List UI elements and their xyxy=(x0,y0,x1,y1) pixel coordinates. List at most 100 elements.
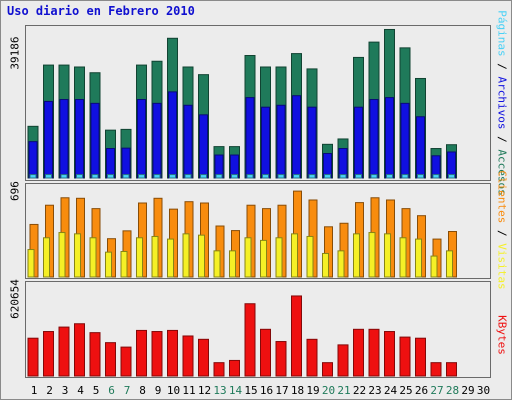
bar-pginas-day-21 xyxy=(339,174,347,179)
bar-archivos-day-10 xyxy=(168,91,177,179)
bar-kbytes-day-13 xyxy=(213,362,225,377)
bar-pginas-day-2 xyxy=(45,174,52,179)
panel-traffic xyxy=(25,25,491,181)
bar-visitas-day-3 xyxy=(58,232,66,278)
x-tick-label-day-22: 22 xyxy=(353,384,366,397)
bar-visitas-day-22 xyxy=(353,233,360,278)
bar-archivos-day-11 xyxy=(183,104,193,179)
bar-pginas-day-22 xyxy=(355,174,362,179)
bar-visitas-day-25 xyxy=(399,237,407,278)
bar-visitas-day-12 xyxy=(198,234,205,278)
bar-visitas-day-15 xyxy=(244,237,252,278)
bar-kbytes-day-24 xyxy=(384,331,395,377)
bar-pginas-day-4 xyxy=(76,174,83,179)
panel-visits xyxy=(25,183,491,279)
x-tick-label-day-20: 20 xyxy=(322,384,335,397)
x-tick-label-day-25: 25 xyxy=(399,384,412,397)
bar-pginas-day-19 xyxy=(308,174,316,179)
bar-kbytes-day-28 xyxy=(446,362,457,377)
x-tick-label-day-7: 7 xyxy=(124,384,131,397)
bar-kbytes-day-11 xyxy=(182,335,194,377)
bar-kbytes-day-23 xyxy=(368,328,380,377)
x-tick-label-day-12: 12 xyxy=(198,384,211,397)
bar-kbytes-day-3 xyxy=(58,326,70,377)
bar-kbytes-day-14 xyxy=(229,359,240,377)
x-tick-label-day-2: 2 xyxy=(46,384,53,397)
bar-archivos-day-26 xyxy=(416,116,425,179)
bar-pginas-day-25 xyxy=(401,174,409,179)
bar-pginas-day-12 xyxy=(200,174,207,179)
bar-visitas-day-24 xyxy=(384,233,391,278)
bar-archivos-day-18 xyxy=(292,95,301,179)
x-tick-label-day-19: 19 xyxy=(306,384,319,397)
bar-pginas-day-17 xyxy=(277,174,285,179)
bar-visitas-day-14 xyxy=(229,250,236,278)
x-tick-label-day-14: 14 xyxy=(229,384,243,397)
bar-archivos-day-16 xyxy=(261,106,270,179)
bar-pginas-day-1 xyxy=(29,174,37,179)
bar-archivos-day-21 xyxy=(338,148,348,179)
bar-kbytes-day-21 xyxy=(337,344,349,377)
bar-kbytes-day-4 xyxy=(74,323,85,377)
x-tick-label-day-30: 30 xyxy=(477,384,490,397)
bar-kbytes-day-6 xyxy=(105,342,116,377)
bar-pginas-day-15 xyxy=(246,174,254,179)
bar-kbytes-day-26 xyxy=(415,337,426,377)
bar-kbytes-day-22 xyxy=(353,328,364,377)
bar-visitas-day-16 xyxy=(260,239,267,278)
bar-pginas-day-10 xyxy=(169,174,176,179)
bar-kbytes-day-20 xyxy=(322,362,333,377)
x-tick-label-day-23: 23 xyxy=(368,384,381,397)
bar-kbytes-day-12 xyxy=(198,338,209,377)
x-tick-label-day-21: 21 xyxy=(337,384,350,397)
x-tick-label-day-26: 26 xyxy=(415,384,428,397)
bar-archivos-day-24 xyxy=(385,97,394,179)
bar-archivos-day-9 xyxy=(152,102,162,179)
bar-archivos-day-23 xyxy=(369,99,379,179)
bar-archivos-day-15 xyxy=(245,97,255,179)
bar-pginas-day-23 xyxy=(370,174,378,179)
bar-visitas-day-7 xyxy=(120,251,128,278)
x-tick-label-day-5: 5 xyxy=(93,384,100,397)
bar-visitas-day-8 xyxy=(136,237,143,278)
bar-visitas-day-9 xyxy=(151,235,159,278)
bar-visitas-day-4 xyxy=(74,233,81,278)
bar-pginas-day-27 xyxy=(432,174,440,179)
bar-archivos-day-7 xyxy=(121,147,131,179)
bar-kbytes-day-5 xyxy=(89,332,101,377)
bar-pginas-day-5 xyxy=(91,174,99,179)
bar-kbytes-day-15 xyxy=(244,303,256,377)
bar-archivos-day-1 xyxy=(28,141,38,179)
bar-pginas-day-16 xyxy=(262,174,269,179)
x-tick-label-day-10: 10 xyxy=(167,384,180,397)
bar-visitas-day-20 xyxy=(322,252,329,278)
bar-pginas-day-26 xyxy=(417,174,424,179)
bar-kbytes-day-27 xyxy=(430,362,442,377)
bar-archivos-day-8 xyxy=(137,99,146,179)
x-tick-label-day-6: 6 xyxy=(108,384,115,397)
bar-kbytes-day-1 xyxy=(27,337,39,377)
bar-visitas-day-2 xyxy=(43,237,50,278)
panel-kbytes xyxy=(25,281,491,378)
bar-archivos-day-22 xyxy=(354,106,363,179)
x-tick-label-day-24: 24 xyxy=(384,384,398,397)
bar-kbytes-day-17 xyxy=(275,341,287,377)
bar-pginas-day-7 xyxy=(122,174,130,179)
bar-pginas-day-9 xyxy=(153,174,161,179)
bar-archivos-day-2 xyxy=(44,100,53,179)
x-tick-label-day-29: 29 xyxy=(461,384,474,397)
bar-visitas-day-23 xyxy=(368,232,376,278)
bar-visitas-day-28 xyxy=(446,250,453,278)
bar-visitas-day-10 xyxy=(167,238,174,278)
bar-kbytes-day-18 xyxy=(291,295,302,377)
bar-visitas-day-18 xyxy=(291,233,298,278)
bar-archivos-day-4 xyxy=(75,99,84,179)
x-tick-label-day-3: 3 xyxy=(62,384,69,397)
x-tick-label-day-16: 16 xyxy=(260,384,273,397)
bar-kbytes-day-2 xyxy=(43,331,54,377)
bar-pginas-day-18 xyxy=(293,174,300,179)
bar-kbytes-day-16 xyxy=(260,328,271,377)
bar-pginas-day-11 xyxy=(184,174,192,179)
bar-pginas-day-20 xyxy=(324,174,331,179)
